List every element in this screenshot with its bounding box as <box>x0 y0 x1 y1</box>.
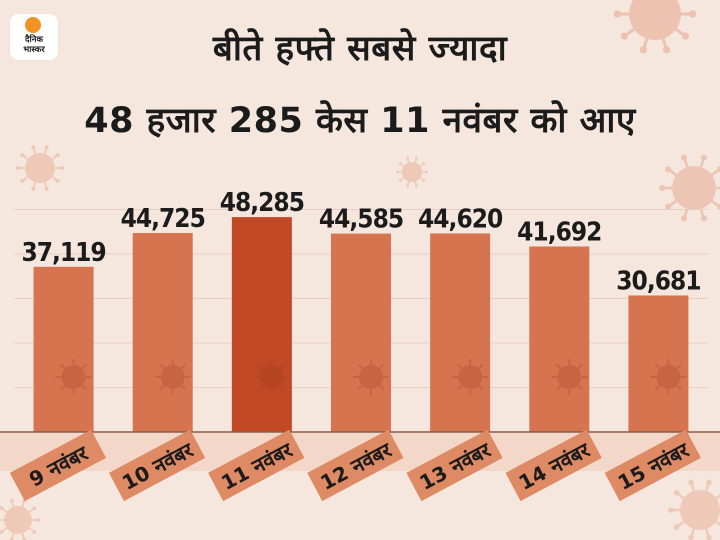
bar-value-label: 41,692 <box>517 217 601 247</box>
bar-virus-icon <box>55 359 92 395</box>
logo-sun-icon <box>25 17 41 33</box>
virus-icon <box>659 154 720 222</box>
category-label-bg <box>505 429 602 502</box>
bar-value-label: 48,285 <box>220 188 304 218</box>
virus-icon <box>396 156 428 188</box>
bar <box>132 232 193 432</box>
headline-line-2: 48 हजार 285 केस 11 नवंबर को आए <box>84 101 636 141</box>
dainik-bhaskar-logo: दैनिक भास्कर <box>10 14 58 60</box>
category-label-bg <box>307 429 404 502</box>
bar <box>331 233 391 432</box>
virus-icon <box>613 0 697 54</box>
logo-text: दैनिक भास्कर <box>10 35 58 55</box>
logo-text-bottom: भास्कर <box>23 45 45 55</box>
bar-virus-icon <box>353 359 389 395</box>
bar <box>33 266 94 432</box>
bar-value-label: 37,119 <box>21 238 105 268</box>
bar <box>529 246 590 432</box>
bar-virus-icon <box>650 359 687 395</box>
bar-value-label: 44,585 <box>319 205 403 235</box>
category-label-bg <box>108 429 206 502</box>
bar <box>231 217 292 432</box>
category-label-bg <box>604 429 701 502</box>
bar-virus-icon <box>253 359 290 395</box>
virus-icon <box>16 145 64 191</box>
virus-icon <box>668 479 720 540</box>
bar-value-label: 44,620 <box>418 204 503 234</box>
bar-virus-icon <box>551 359 588 395</box>
category-label-bg <box>9 429 107 502</box>
bar-virus-icon <box>154 359 191 395</box>
category-label-bg <box>208 429 305 502</box>
bar-virus-icon <box>452 359 489 395</box>
bar <box>628 295 689 432</box>
bar <box>430 233 491 432</box>
bar-value-label: 44,725 <box>121 204 205 234</box>
bar-value-label: 30,681 <box>616 266 700 296</box>
category-label-bg <box>406 429 503 502</box>
logo-text-top: दैनिक <box>25 35 43 45</box>
headline-line-1: बीते हफ्ते सबसे ज्यादा <box>212 29 508 69</box>
